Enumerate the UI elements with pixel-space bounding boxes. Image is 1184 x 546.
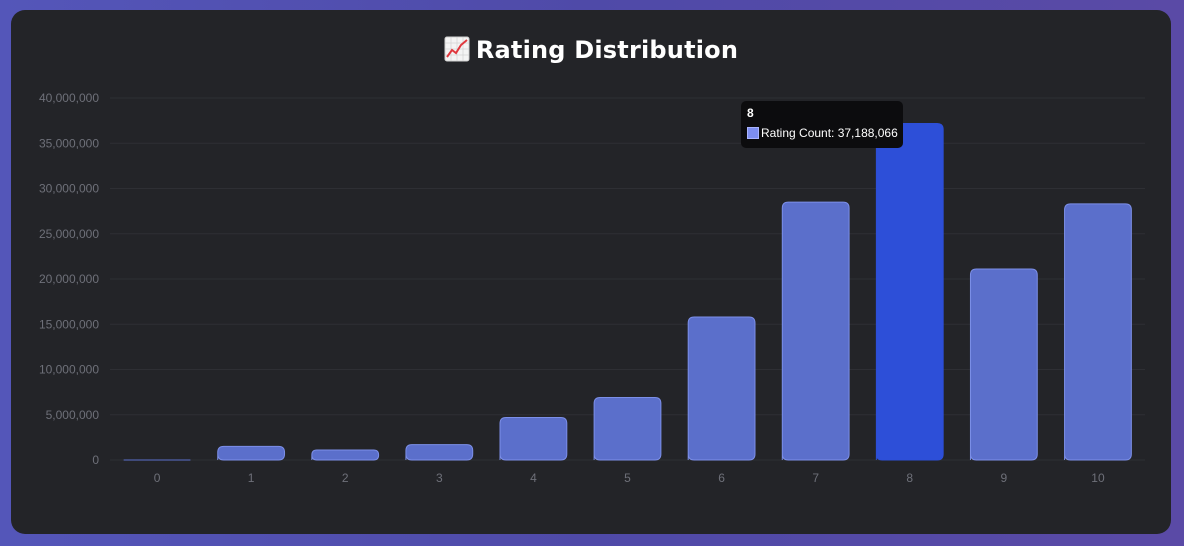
bar-chart: 0 5,000,000 10,000,000 15,000,000 20,000,000…	[39, 91, 1145, 485]
bar-rating-8[interactable]	[875, 122, 944, 461]
y-tick-label: 25,000,000	[39, 227, 99, 241]
bar-rating-2[interactable]	[311, 449, 380, 461]
tooltip-row: Rating Count: 37,188,066	[747, 126, 898, 140]
bar-rating-10[interactable]	[1064, 203, 1132, 461]
tooltip-title: 8	[747, 106, 754, 120]
bar-rating-7[interactable]	[781, 201, 850, 461]
bar-rating-3[interactable]	[405, 444, 474, 461]
x-tick-label: 6	[718, 471, 725, 485]
bar-rating-1[interactable]	[217, 445, 286, 461]
chart-increasing-icon	[444, 36, 470, 62]
chart-title: Rating Distribution	[11, 36, 1171, 64]
y-tick-label: 30,000,000	[39, 182, 99, 196]
x-axis-ticks: 0 1 2 3 4 5 6 7 8 9 10	[154, 471, 1105, 485]
x-tick-label: 1	[248, 471, 255, 485]
chart-tooltip: 8 Rating Count: 37,188,066	[741, 101, 903, 148]
x-tick-label: 3	[436, 471, 443, 485]
y-tick-label: 10,000,000	[39, 363, 99, 377]
bar-rating-6[interactable]	[687, 316, 756, 461]
x-tick-label: 5	[624, 471, 631, 485]
y-tick-label: 5,000,000	[46, 408, 100, 422]
tooltip-swatch	[747, 127, 759, 139]
x-tick-label: 7	[812, 471, 819, 485]
y-tick-label: 40,000,000	[39, 91, 99, 105]
bar-rating-9[interactable]	[969, 268, 1038, 461]
y-tick-label: 15,000,000	[39, 317, 99, 331]
y-tick-label: 0	[92, 453, 99, 467]
bar-rating-5[interactable]	[593, 397, 662, 461]
chart-card: Rating Distribution 0 5,000,000 10,000,000…	[11, 10, 1171, 534]
y-tick-label: 35,000,000	[39, 136, 99, 150]
tooltip-label: Rating Count: 37,188,066	[761, 126, 898, 140]
y-axis-ticks: 0 5,000,000 10,000,000 15,000,000 20,000,000…	[39, 91, 99, 467]
x-tick-label: 2	[342, 471, 349, 485]
x-tick-label: 9	[1001, 471, 1008, 485]
x-tick-label: 0	[154, 471, 161, 485]
bars	[123, 122, 1132, 461]
x-tick-label: 8	[906, 471, 913, 485]
y-tick-label: 20,000,000	[39, 272, 99, 286]
x-tick-label: 4	[530, 471, 537, 485]
chart-title-text: Rating Distribution	[475, 36, 739, 64]
bar-rating-4[interactable]	[499, 416, 568, 461]
x-tick-label: 10	[1091, 471, 1105, 485]
